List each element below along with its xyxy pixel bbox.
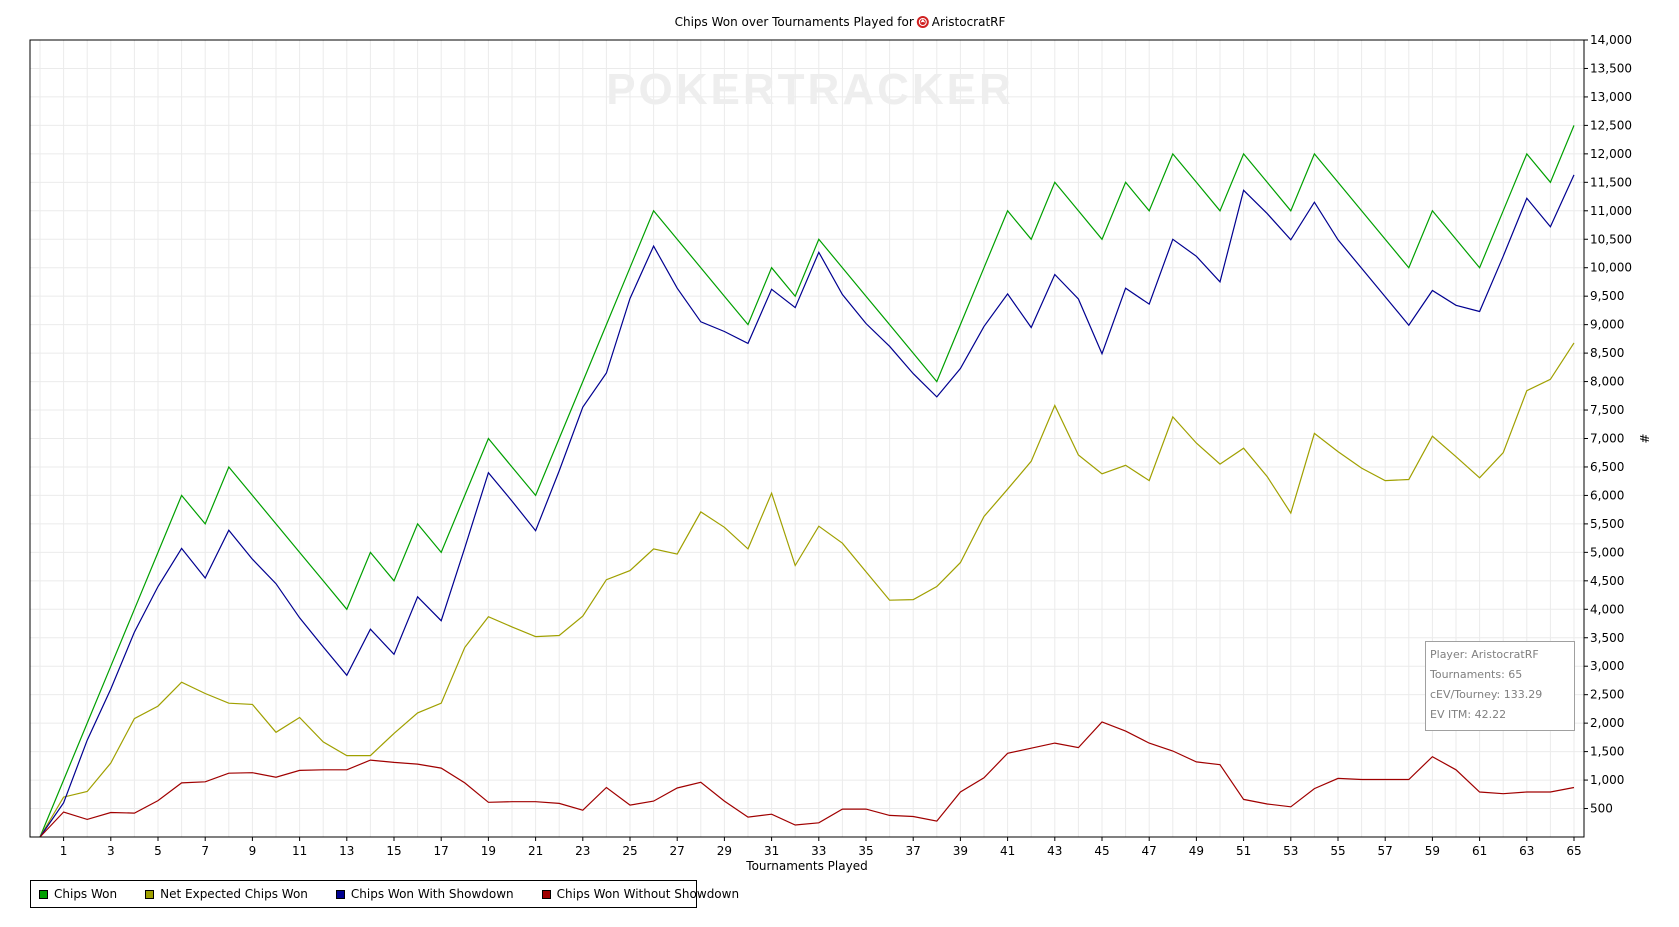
x-axis: 1 3 5 7 9 11 13 15 17 19 21 23 25 27 29 31 33 35 37 39 41 43 4… bbox=[60, 837, 1582, 858]
y-tick-label: 12,000 bbox=[1590, 147, 1632, 161]
x-tick-label: 5 bbox=[154, 844, 162, 858]
x-axis-label: Tournaments Played bbox=[745, 859, 867, 873]
x-tick-label: 35 bbox=[858, 844, 873, 858]
series-line bbox=[39, 342, 1575, 838]
x-tick-label: 55 bbox=[1330, 844, 1345, 858]
cev-stat: cEV/Tourney: 133.29 bbox=[1430, 688, 1543, 701]
x-tick-label: 23 bbox=[575, 844, 590, 858]
y-tick-label: 3,500 bbox=[1590, 631, 1624, 645]
y-tick-label: 14,000 bbox=[1590, 33, 1632, 47]
x-tick-label: 65 bbox=[1566, 844, 1581, 858]
x-tick-label: 15 bbox=[386, 844, 401, 858]
x-tick-label: 63 bbox=[1519, 844, 1534, 858]
chart-title-group: Chips Won over Tournaments Played for Ar… bbox=[675, 15, 1006, 29]
y-tick-label: 9,000 bbox=[1590, 318, 1624, 332]
y-tick-label: 13,500 bbox=[1590, 61, 1632, 75]
x-tick-label: 21 bbox=[528, 844, 543, 858]
chart-title: Chips Won over Tournaments Played for bbox=[675, 15, 914, 29]
y-tick-label: 1,500 bbox=[1590, 745, 1624, 759]
series-line bbox=[39, 721, 1575, 838]
y-tick-label: 2,500 bbox=[1590, 688, 1624, 702]
y-tick-label: 6,000 bbox=[1590, 488, 1624, 502]
y-tick-label: 7,500 bbox=[1590, 403, 1624, 417]
ev-itm-stat: EV ITM: 42.22 bbox=[1430, 708, 1507, 721]
y-tick-label: 11,500 bbox=[1590, 175, 1632, 189]
y-axis-label: # bbox=[1637, 433, 1651, 443]
legend-item[interactable]: Chips Won bbox=[39, 887, 117, 901]
y-tick-label: 12,500 bbox=[1590, 118, 1632, 132]
x-tick-label: 49 bbox=[1189, 844, 1204, 858]
x-tick-label: 3 bbox=[107, 844, 115, 858]
legend-swatch bbox=[541, 889, 551, 899]
x-tick-label: 25 bbox=[622, 844, 637, 858]
poker-chip-icon bbox=[916, 16, 929, 28]
y-tick-label: 3,000 bbox=[1590, 659, 1624, 673]
x-tick-label: 31 bbox=[764, 844, 779, 858]
y-tick-label: 6,500 bbox=[1590, 460, 1624, 474]
x-tick-label: 37 bbox=[906, 844, 921, 858]
series-line bbox=[39, 174, 1575, 838]
y-tick-label: 13,000 bbox=[1590, 90, 1632, 104]
x-tick-label: 1 bbox=[60, 844, 68, 858]
y-tick-label: 10,500 bbox=[1590, 232, 1632, 246]
x-tick-label: 59 bbox=[1425, 844, 1440, 858]
legend-label: Chips Won Without Showdown bbox=[556, 887, 740, 901]
legend: Chips Won Net Expected Chips Won Chips W… bbox=[30, 880, 739, 908]
x-tick-label: 53 bbox=[1283, 844, 1298, 858]
player-stat: Player: AristocratRF bbox=[1430, 648, 1539, 661]
y-tick-label: 500 bbox=[1590, 802, 1613, 816]
y-tick-label: 5,000 bbox=[1590, 545, 1624, 559]
x-tick-label: 17 bbox=[434, 844, 449, 858]
series-line bbox=[39, 125, 1575, 838]
y-tick-label: 4,500 bbox=[1590, 574, 1624, 588]
x-tick-label: 19 bbox=[481, 844, 496, 858]
y-tick-label: 11,000 bbox=[1590, 204, 1632, 218]
legend-swatch bbox=[335, 889, 345, 899]
watermark-text: POKERTRACKER bbox=[606, 65, 1014, 114]
legend-item[interactable]: Chips Won With Showdown bbox=[335, 887, 514, 901]
x-tick-label: 9 bbox=[249, 844, 257, 858]
x-tick-label: 51 bbox=[1236, 844, 1251, 858]
x-tick-label: 33 bbox=[811, 844, 826, 858]
y-tick-label: 5,500 bbox=[1590, 517, 1624, 531]
legend-swatch bbox=[145, 889, 155, 899]
legend-item[interactable]: Chips Won Without Showdown bbox=[541, 887, 740, 901]
x-tick-label: 43 bbox=[1047, 844, 1062, 858]
x-tick-label: 13 bbox=[339, 844, 354, 858]
grid bbox=[30, 39, 1584, 837]
y-tick-label: 1,000 bbox=[1590, 773, 1624, 787]
y-tick-label: 2,000 bbox=[1590, 716, 1624, 730]
x-tick-label: 39 bbox=[953, 844, 968, 858]
x-tick-label: 27 bbox=[670, 844, 685, 858]
legend-swatch bbox=[39, 889, 48, 899]
x-tick-label: 7 bbox=[201, 844, 209, 858]
tournaments-stat: Tournaments: 65 bbox=[1430, 668, 1523, 681]
y-tick-label: 8,000 bbox=[1590, 375, 1624, 389]
chart-title-player: AristocratRF bbox=[932, 15, 1006, 29]
x-tick-label: 29 bbox=[717, 844, 732, 858]
legend-label: Net Expected Chips Won bbox=[160, 887, 308, 901]
y-axis: 500 1,000 1,500 2,000 2,500 3,000 3,500 4,000 4,… bbox=[1584, 33, 1632, 816]
legend-item[interactable]: Net Expected Chips Won bbox=[145, 887, 308, 901]
x-tick-label: 41 bbox=[1000, 844, 1015, 858]
x-tick-label: 45 bbox=[1094, 844, 1109, 858]
x-tick-label: 47 bbox=[1142, 844, 1157, 858]
player-stats-box: Player: AristocratRF Tournaments: 65 cEV… bbox=[1425, 641, 1575, 731]
y-tick-label: 9,500 bbox=[1590, 289, 1624, 303]
x-tick-label: 61 bbox=[1472, 844, 1487, 858]
legend-label: Chips Won bbox=[54, 887, 118, 901]
legend-label: Chips Won With Showdown bbox=[350, 887, 514, 901]
x-tick-label: 57 bbox=[1378, 844, 1393, 858]
y-tick-label: 8,500 bbox=[1590, 346, 1624, 360]
x-tick-label: 11 bbox=[292, 844, 307, 858]
y-tick-label: 10,000 bbox=[1590, 261, 1632, 275]
y-tick-label: 7,000 bbox=[1590, 432, 1624, 446]
y-tick-label: 4,000 bbox=[1590, 602, 1624, 616]
series-group bbox=[39, 125, 1575, 838]
